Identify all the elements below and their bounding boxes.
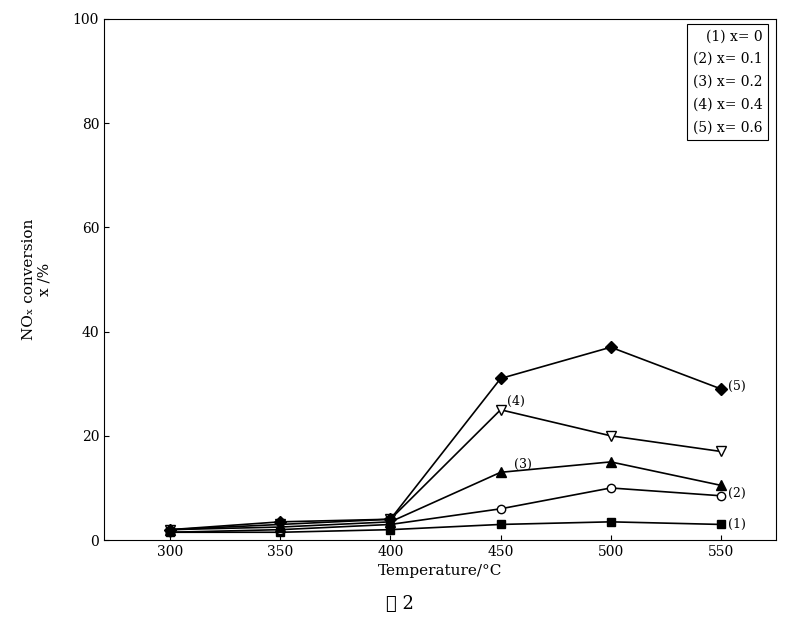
Text: (1) x= 0
(2) x= 0.1
(3) x= 0.2
(4) x= 0.4
(5) x= 0.6: (1) x= 0 (2) x= 0.1 (3) x= 0.2 (4) x= 0.… [693,30,762,134]
X-axis label: Temperature/°C: Temperature/°C [378,565,502,578]
Text: (3): (3) [514,458,532,471]
Text: (4): (4) [507,396,525,408]
Text: (5): (5) [727,380,746,393]
Text: 图 2: 图 2 [386,595,414,613]
Text: (2): (2) [727,487,746,500]
Text: (1): (1) [727,518,746,531]
Text: NOₓ conversion
x /%: NOₓ conversion x /% [22,219,52,340]
